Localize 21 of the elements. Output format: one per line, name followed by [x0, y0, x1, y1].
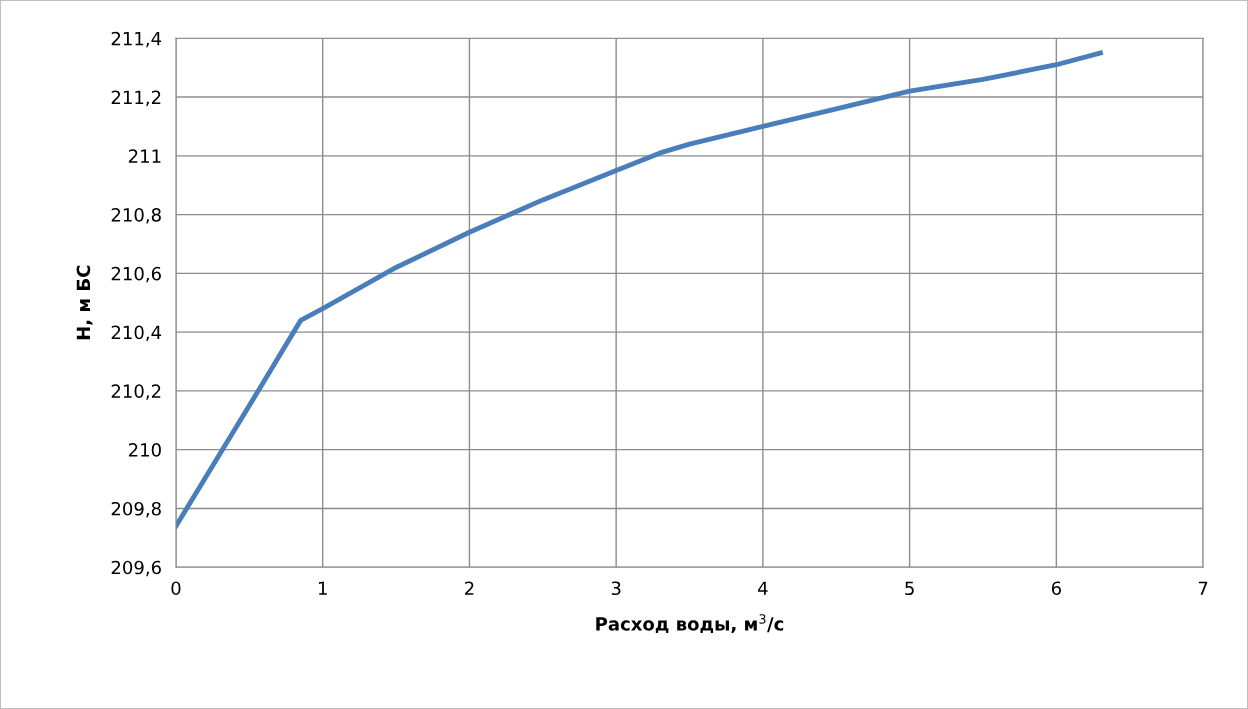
- x-tick-label: 6: [1051, 581, 1061, 596]
- y-tick-label: 210,6: [111, 266, 161, 283]
- x-axis-title: Расход воды, м$^{3}$/с: [596, 614, 784, 634]
- y-tick-label: 210: [128, 443, 161, 457]
- x-tick-label: 7: [1198, 581, 1208, 595]
- x-tick-label: 4: [758, 581, 768, 595]
- x-tick-label: 2: [465, 581, 474, 595]
- y-tick-label: 210,2: [111, 384, 161, 400]
- y-tick-label: 210,4: [111, 325, 162, 342]
- y-tick-label: 211: [128, 149, 161, 163]
- y-tick-label: 209,6: [111, 560, 161, 577]
- y-tick-label: 211,2: [111, 90, 161, 107]
- x-tick-label: 0: [171, 581, 181, 596]
- y-tick-label: 211,4: [111, 31, 162, 48]
- y-axis-title: H, м БС: [76, 265, 93, 340]
- line-series: [175, 50, 1103, 529]
- y-tick-label: 210,8: [111, 208, 161, 224]
- x-tick-label: 1: [318, 581, 327, 595]
- x-tick-label: 5: [905, 581, 914, 596]
- y-tick-label: 209,8: [111, 501, 161, 518]
- x-tick-label: 3: [611, 581, 621, 596]
